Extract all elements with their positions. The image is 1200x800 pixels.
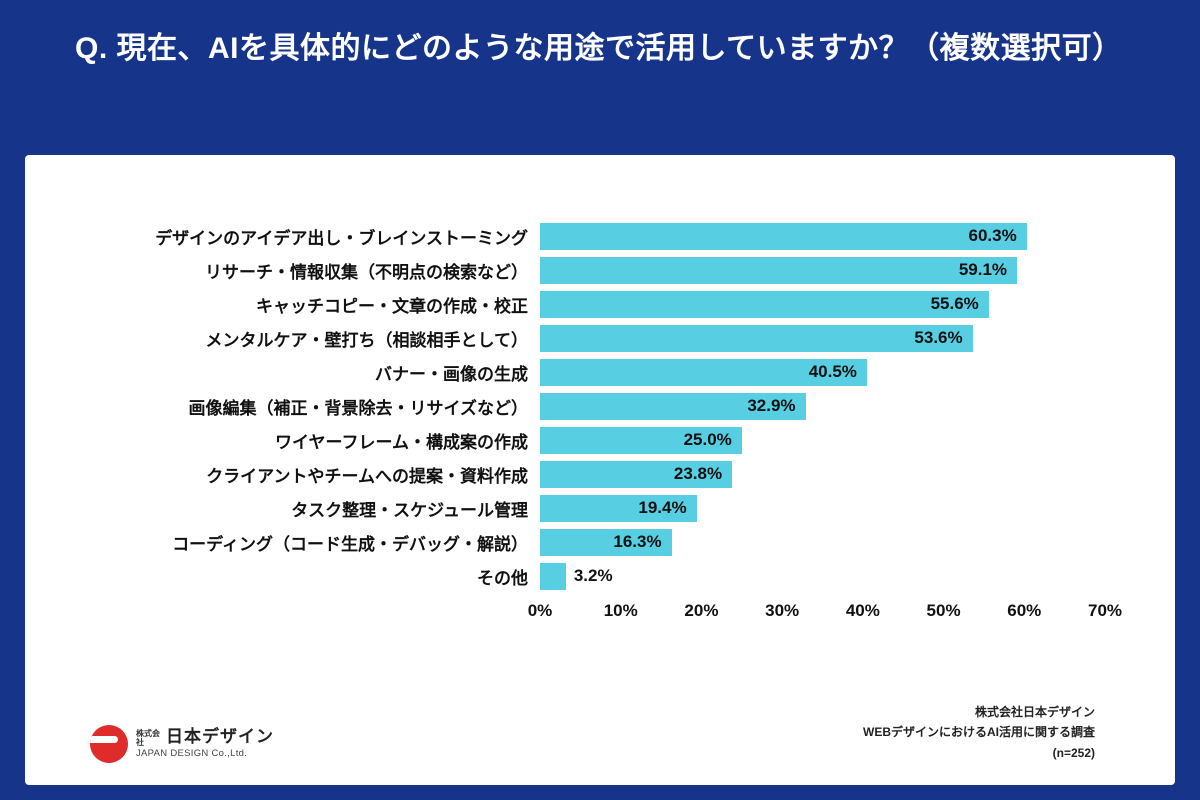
bar-value-label: 60.3% <box>968 226 1017 245</box>
bar: 59.1% <box>540 256 1018 284</box>
bar: 60.3% <box>540 222 1027 250</box>
bar-value-label: 3.2% <box>573 566 613 585</box>
bar-row: ワイヤーフレーム・構成案の作成 25.0% <box>70 423 1105 457</box>
bar-category-label: ワイヤーフレーム・構成案の作成 <box>275 432 528 452</box>
header: Q. 現在、AIを具体的にどのような用途で活用していますか？（複数選択可） <box>0 0 1200 155</box>
bar: 32.9% <box>540 392 806 420</box>
bar-track: 25.0% <box>540 426 1105 454</box>
company-name-en: JAPAN DESIGN Co.,Ltd. <box>136 748 248 760</box>
bar-row: コーディング（コード生成・デバッグ・解説） 16.3% <box>70 525 1105 559</box>
bar-value-label: 16.3% <box>613 532 662 551</box>
bar: 16.3% <box>540 528 672 556</box>
bar-value-label: 55.6% <box>930 294 979 313</box>
x-axis-spacer <box>70 601 540 629</box>
bar-value-label: 25.0% <box>683 430 732 449</box>
bar-row: デザインのアイデア出し・ブレインストーミング 60.3% <box>70 219 1105 253</box>
x-axis-tick-label: 0% <box>527 601 553 620</box>
bar-track: 32.9% <box>540 392 1105 420</box>
bar: 40.5% <box>540 358 867 386</box>
bar-value-label: 59.1% <box>958 260 1008 279</box>
bar-track: 55.6% <box>540 290 1105 318</box>
x-axis-tick-label: 20% <box>684 601 719 620</box>
bar-category-label: メンタルケア・壁打ち（相談相手として） <box>205 330 529 350</box>
bar: 55.6% <box>540 290 989 318</box>
bar-row: タスク整理・スケジュール管理 19.4% <box>70 491 1105 525</box>
x-axis: 0% 10% 20% 30% 40% 50% 60% 70% <box>70 601 1122 629</box>
bar-row: その他 3.2% <box>70 559 1105 593</box>
bar-track: 40.5% <box>540 358 1105 386</box>
bar-row: キャッチコピー・文章の作成・校正 55.6% <box>70 287 1105 321</box>
survey-source: 株式会社日本デザイン WEBデザインにおけるAI活用に関する調査 (n=252) <box>863 702 1105 763</box>
x-axis-ticks: 0% 10% 20% 30% 40% 50% 60% 70% <box>528 601 1122 629</box>
bar: 53.6% <box>540 324 973 352</box>
japan-design-logo-icon <box>90 725 128 763</box>
chart-card: デザインのアイデア出し・ブレインストーミング 60.3% リサーチ・情報収集（不明点… <box>25 155 1175 785</box>
x-axis-tick-label: 30% <box>765 601 800 620</box>
x-axis-tick-label: 60% <box>1007 601 1042 620</box>
bar-category-label: タスク整理・スケジュール管理 <box>291 500 528 520</box>
bar-row: 画像編集（補正・背景除去・リサイズなど） 32.9% <box>70 389 1105 423</box>
bar-track: 16.3% <box>540 528 1105 556</box>
bar-row: クライアントやチームへの提案・資料作成 23.8% <box>70 457 1105 491</box>
bar-category-label: バナー・画像の生成 <box>375 364 528 384</box>
company-name: 日本デザイン <box>166 727 274 747</box>
survey-source-title: WEBデザインにおけるAI活用に関する調査 <box>863 725 1095 740</box>
bar-track: 23.8% <box>540 460 1105 488</box>
company-logo: 株式会社 日本デザイン JAPAN DESIGN Co.,Ltd. <box>90 725 274 763</box>
bar-category-label: デザインのアイデア出し・ブレインストーミング <box>155 228 528 248</box>
bar-category-label: コーディング（コード生成・デバッグ・解説） <box>172 534 528 554</box>
x-axis-tick-label: 40% <box>845 601 880 620</box>
bar-row: メンタルケア・壁打ち（相談相手として） 53.6% <box>70 321 1105 355</box>
bar-track: 19.4% <box>540 494 1105 522</box>
survey-source-sample-size: (n=252) <box>1052 745 1095 760</box>
company-prefix: 株式会社 <box>136 728 160 747</box>
bar-value-label: 19.4% <box>638 498 687 517</box>
chart-rows: デザインのアイデア出し・ブレインストーミング 60.3% リサーチ・情報収集（不明点… <box>70 219 1105 593</box>
bar-track: 53.6% <box>540 324 1105 352</box>
bar-track: 60.3% <box>540 222 1105 250</box>
survey-source-company: 株式会社日本デザイン <box>974 704 1095 719</box>
bar: 19.4% <box>540 494 697 522</box>
bar-value-label: 23.8% <box>673 464 723 483</box>
bar: 25.0% <box>540 426 742 454</box>
bar: 23.8% <box>540 460 733 488</box>
bar-row: バナー・画像の生成 40.5% <box>70 355 1105 389</box>
x-axis-tick-label: 50% <box>926 601 961 620</box>
bar-category-label: その他 <box>477 568 528 588</box>
x-axis-tick-label: 70% <box>1087 601 1123 620</box>
bar-category-label: クライアントやチームへの提案・資料作成 <box>206 466 528 486</box>
bar-category-label: キャッチコピー・文章の作成・校正 <box>256 296 528 316</box>
bar-track: 3.2% <box>540 562 1105 590</box>
bar-row: リサーチ・情報収集（不明点の検索など） 59.1% <box>70 253 1105 287</box>
bar-track: 59.1% <box>540 256 1105 284</box>
bar-value-label: 32.9% <box>747 396 796 415</box>
card-footer: 株式会社 日本デザイン JAPAN DESIGN Co.,Ltd. 株式会社日本… <box>70 702 1105 785</box>
bar-category-label: 画像編集（補正・背景除去・リサイズなど） <box>188 398 529 418</box>
bar-value-label: 53.6% <box>914 328 963 347</box>
bar-value-label: 40.5% <box>808 362 857 381</box>
x-axis-tick-label: 10% <box>603 601 638 620</box>
company-logo-text: 株式会社 日本デザイン JAPAN DESIGN Co.,Ltd. <box>136 728 274 759</box>
page-title: Q. 現在、AIを具体的にどのような用途で活用していますか？（複数選択可） <box>75 32 1123 65</box>
bar-chart: デザインのアイデア出し・ブレインストーミング 60.3% リサーチ・情報収集（不明点… <box>70 219 1122 629</box>
bar-category-label: リサーチ・情報収集（不明点の検索など） <box>205 262 528 282</box>
bar <box>540 562 566 590</box>
